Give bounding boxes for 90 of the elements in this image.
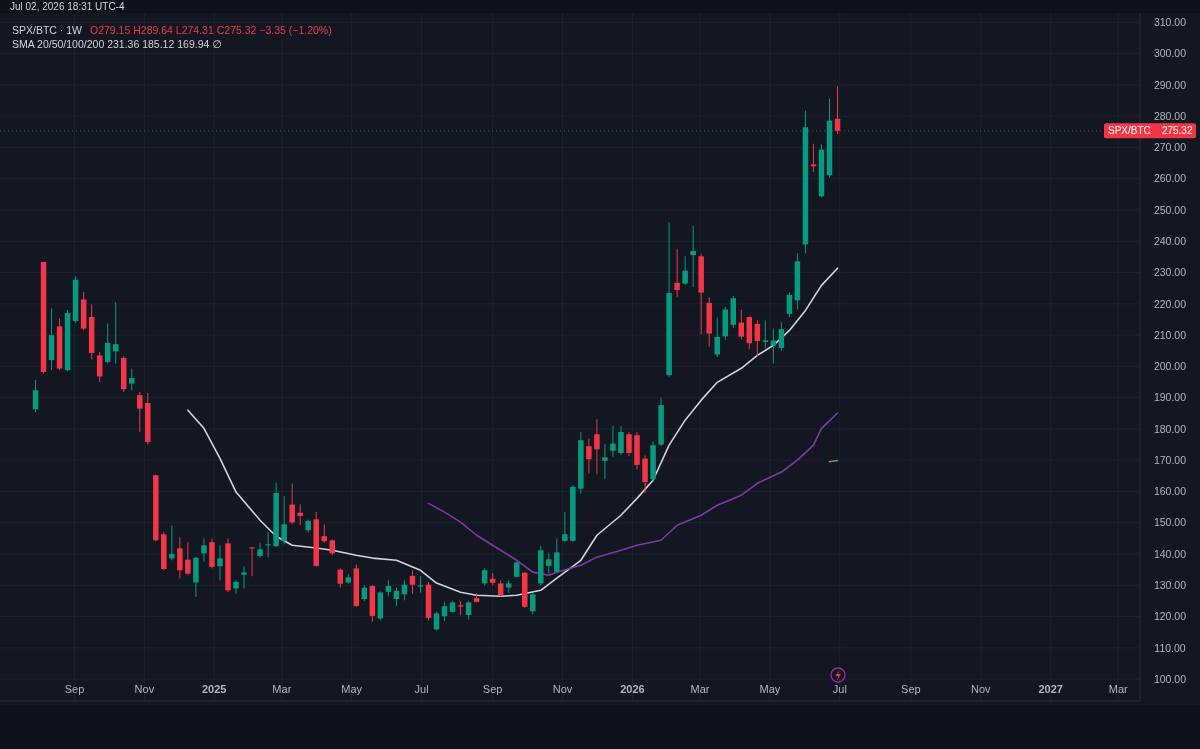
x-tick-label: Jul <box>414 683 429 695</box>
candlestick <box>169 524 175 561</box>
candlestick <box>610 425 616 458</box>
y-tick-label: 220.00 <box>1153 297 1187 310</box>
candlestick <box>594 418 600 475</box>
x-tick-label: Sep <box>64 683 85 695</box>
annotation: SMA 20/50/100/200 231.36 185.12 169.94 ∅ <box>12 38 222 50</box>
x-tick-label: May <box>341 683 363 695</box>
candlestick <box>562 511 568 543</box>
y-tick-label: 230.00 <box>1153 266 1187 279</box>
y-tick-label: 200.00 <box>1153 360 1187 373</box>
x-tick-label: Nov <box>552 683 573 695</box>
candlestick <box>104 323 111 365</box>
line-series <box>187 267 839 598</box>
y-tick-label: 110.00 <box>1154 641 1186 654</box>
x-tick-label: Nov <box>970 683 992 695</box>
candlestick <box>642 455 648 494</box>
x-tick-label: Mar <box>690 683 710 695</box>
y-tick-label: 290.00 <box>1153 78 1187 91</box>
y-tick-label: 190.00 <box>1153 391 1187 404</box>
x-tick-label: Mar <box>1108 683 1129 695</box>
x-tick-label: May <box>759 683 781 695</box>
candlestick <box>674 248 680 299</box>
candlestick <box>96 351 103 383</box>
candlestick <box>586 438 592 475</box>
candlestick <box>297 503 303 526</box>
candlestick <box>409 569 416 595</box>
x-tick-label: 2027 <box>1038 683 1063 695</box>
candlestick <box>618 425 624 456</box>
candlestick <box>786 292 793 318</box>
x-tick-label: Sep <box>482 683 503 695</box>
y-tick-label: 160.00 <box>1153 485 1187 498</box>
candlestick <box>177 536 183 579</box>
y-tick-label: 130.00 <box>1153 578 1187 591</box>
candlestick <box>778 321 785 352</box>
candlestick <box>602 443 608 480</box>
y-tick-label: 120.00 <box>1153 610 1187 623</box>
x-tick-label: Jul <box>832 683 847 695</box>
candlestick <box>32 379 39 413</box>
candlestick <box>810 143 817 173</box>
candlestick <box>137 391 143 433</box>
candlestick <box>265 531 271 558</box>
candlestick <box>289 483 295 525</box>
candlestick <box>441 601 448 622</box>
candlestick <box>554 537 560 574</box>
candlestick <box>321 523 327 544</box>
candlestick <box>185 541 191 576</box>
x-tick-label: 2026 <box>620 683 645 695</box>
candlestick <box>233 579 239 595</box>
candlestick <box>465 600 472 620</box>
candlestick <box>738 309 745 340</box>
candlestick <box>690 225 696 288</box>
candlestick <box>337 567 344 588</box>
x-tick-label: Nov <box>134 683 155 695</box>
y-tick-label: 270.00 <box>1153 141 1187 154</box>
y-tick-label: 210.00 <box>1153 328 1187 341</box>
y-tick-label: 180.00 <box>1153 422 1187 435</box>
candlestick <box>682 255 688 286</box>
text: SPX/BTC · 1W <box>12 24 83 36</box>
ref-line-label: SPX/BTC 275.32 <box>1108 125 1193 137</box>
candlestick <box>626 431 632 457</box>
candlestick <box>546 551 552 575</box>
y-tick-label: 310.00 <box>1153 16 1187 29</box>
y-tick-label: 240.00 <box>1153 234 1187 247</box>
candlestick <box>281 495 287 545</box>
x-tick-label: Sep <box>901 683 921 695</box>
candlestick <box>530 592 536 615</box>
candlestick <box>241 565 247 589</box>
candlestick <box>201 537 207 563</box>
x-tick-label: 2025 <box>202 683 227 695</box>
candlestick <box>762 319 769 349</box>
candlestick <box>129 368 135 391</box>
y-tick-label: 100.00 <box>1153 672 1187 685</box>
candlestick <box>834 85 841 135</box>
candlestick <box>433 611 440 631</box>
candlestick <box>217 544 223 581</box>
y-tick-label: 280.00 <box>1153 109 1187 122</box>
x-tick-label: Mar <box>272 683 292 695</box>
y-tick-label: 140.00 <box>1153 547 1187 560</box>
y-tick-label: 250.00 <box>1153 203 1187 216</box>
y-tick-label: 150.00 <box>1153 516 1187 529</box>
candlestick <box>257 542 263 558</box>
y-tick-label: 260.00 <box>1153 172 1187 185</box>
text: Jul 02, 2026 18:31 UTC-4 <box>10 1 125 12</box>
annotation: O279.15 H289.64 L274.31 C275.32 −3.35 (−1.20%) <box>90 24 332 36</box>
candlestick <box>714 317 720 358</box>
y-tick-label: 170.00 <box>1153 453 1187 466</box>
y-tick-label: 300.00 <box>1153 47 1187 60</box>
line-series <box>427 412 839 577</box>
candlestick <box>249 546 255 577</box>
